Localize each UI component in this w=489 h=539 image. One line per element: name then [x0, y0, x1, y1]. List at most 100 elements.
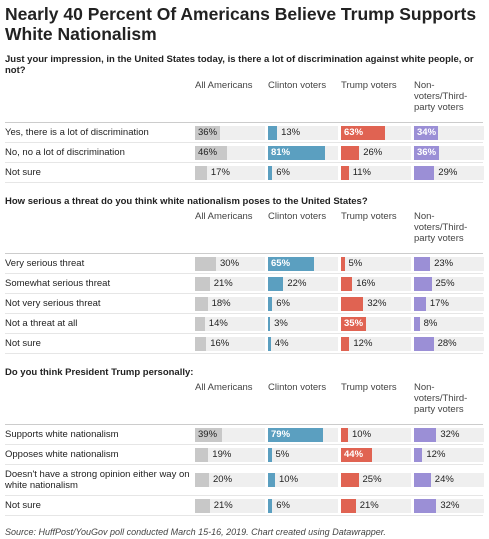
value-label: 36% [198, 126, 218, 138]
bar [414, 427, 437, 442]
bar [268, 276, 284, 291]
value-label: 63% [344, 126, 364, 138]
bar [195, 473, 209, 487]
cell: 34% [414, 125, 484, 141]
value-label: 24% [434, 474, 454, 485]
cell: 63% [341, 125, 411, 141]
section: Just your impression, in the United Stat… [5, 54, 484, 183]
bar [341, 427, 348, 442]
value-label: 32% [440, 499, 460, 511]
column-header: All Americans [195, 382, 253, 393]
bar-track [268, 473, 338, 487]
column-header: Non-voters/Third-party voters [414, 382, 468, 415]
bar [195, 145, 228, 160]
value-label: 25% [362, 474, 382, 485]
value-label: 18% [211, 297, 231, 309]
data-row: Supports white nationalism 39% 79% 10% 32% [5, 425, 484, 445]
value-label: 36% [417, 146, 437, 158]
row-label: Not a threat at all [5, 318, 78, 329]
value-label: 5% [275, 448, 290, 460]
bar [341, 276, 353, 291]
data-row: Yes, there is a lot of discrimination 36%… [5, 123, 484, 143]
value-label: 81% [271, 146, 291, 158]
bar [195, 316, 205, 331]
bar-track [195, 473, 265, 487]
value-label: 6% [276, 499, 290, 511]
cell: 65% [268, 256, 338, 272]
cell: 16% [195, 336, 265, 352]
bar-track [341, 165, 411, 180]
value-label: 32% [367, 297, 387, 309]
bar [195, 276, 210, 291]
bar [268, 165, 273, 180]
value-label: 25% [435, 277, 455, 289]
bar [268, 498, 273, 513]
header-spacer [5, 80, 195, 88]
bar-track [414, 276, 484, 291]
bar [414, 145, 440, 160]
bar [268, 427, 324, 442]
bar [195, 427, 223, 442]
data-row: No, no a lot of discrimination 46% 81% 26% 3… [5, 143, 484, 163]
cell: 21% [195, 276, 265, 292]
bar [341, 473, 359, 487]
bar [341, 447, 372, 462]
row-label: Not sure [5, 338, 41, 349]
cell: 5% [341, 256, 411, 272]
section: Do you think President Trump personally:… [5, 367, 484, 516]
bar-track [195, 498, 265, 513]
header-spacer [5, 382, 195, 390]
value-label: 29% [438, 166, 458, 178]
bar [268, 256, 314, 271]
data-row: Doesn't have a strong opinion either way… [5, 465, 484, 496]
bar-track [195, 336, 265, 351]
data-row: Not sure 21% 6% 21% 32% [5, 496, 484, 516]
header-row: All Americans Clinton voters Trump voters N… [5, 80, 483, 123]
cell: 32% [414, 427, 484, 443]
bar-track [414, 316, 484, 331]
cell: 36% [414, 145, 484, 161]
bar [414, 336, 434, 351]
cell: 5% [268, 447, 338, 463]
column-header: Clinton voters [268, 382, 327, 393]
value-label: 16% [356, 277, 376, 289]
cell: 39% [195, 427, 265, 443]
bar-track [268, 276, 338, 291]
column-header: Trump voters [341, 80, 397, 91]
cell: 25% [414, 276, 484, 292]
header-row: All Americans Clinton voters Trump voters N… [5, 382, 483, 425]
bar-track [341, 498, 411, 513]
cell: 32% [341, 296, 411, 312]
column-header: Non-voters/Third-party voters [414, 80, 468, 113]
row-label: Not sure [5, 167, 41, 178]
bar-track [195, 165, 265, 180]
cell: 28% [414, 336, 484, 352]
bar-track [195, 316, 265, 331]
bar-track [268, 165, 338, 180]
bar-track [195, 276, 265, 291]
value-label: 39% [198, 428, 218, 440]
value-label: 32% [440, 428, 460, 440]
bar [414, 256, 431, 271]
cell: 4% [268, 336, 338, 352]
data-row: Opposes white nationalism 19% 5% 44% 12% [5, 445, 484, 465]
value-label: 12% [353, 337, 373, 349]
data-row: Somewhat serious threat 21% 22% 16% 25% [5, 274, 484, 294]
cell: 23% [414, 256, 484, 272]
section: How serious a threat do you think white … [5, 196, 484, 354]
bar [195, 165, 207, 180]
cell: 81% [268, 145, 338, 161]
bar [195, 447, 209, 462]
cell: 32% [414, 498, 484, 514]
bar [195, 256, 216, 271]
bar-track [341, 256, 411, 271]
bar [341, 316, 366, 331]
bar-track [268, 316, 338, 331]
cell: 36% [195, 125, 265, 141]
value-label: 20% [213, 474, 233, 485]
cell: 29% [414, 165, 484, 181]
cell: 24% [414, 472, 484, 488]
bar [195, 125, 221, 140]
bar-track [341, 427, 411, 442]
cell: 17% [414, 296, 484, 312]
